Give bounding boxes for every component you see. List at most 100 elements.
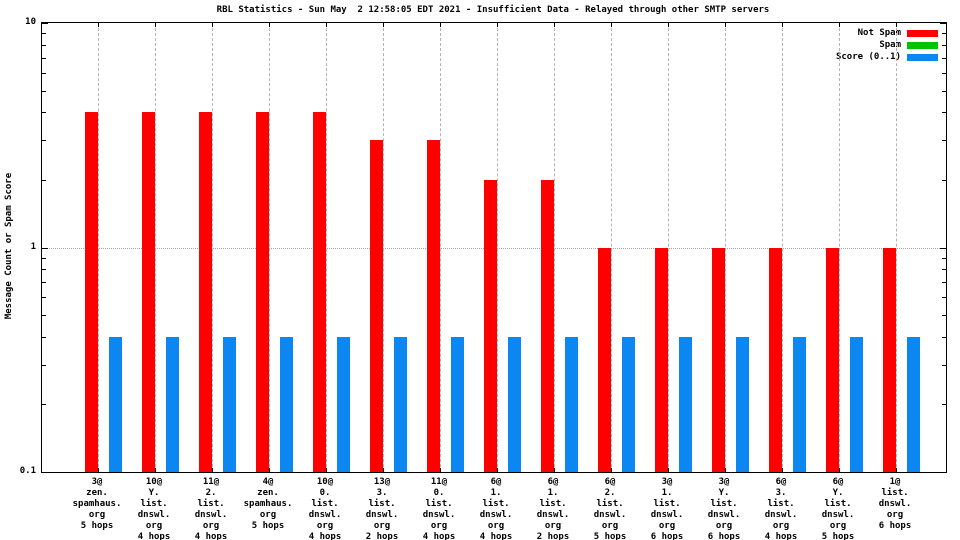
y-tick-left — [42, 282, 46, 283]
bar-score-0-1- — [565, 336, 578, 472]
y-tick-right — [942, 58, 946, 59]
x-tick-label-line: Y. — [832, 488, 844, 498]
vertical-gridline — [212, 23, 213, 472]
x-tick-label-line: 6 hops — [650, 532, 684, 540]
chart-title: RBL Statistics - Sun May 2 12:58:05 EDT … — [216, 5, 770, 15]
x-tick-top — [725, 23, 726, 27]
x-tick-label: 6@ 2. list. dnswl. org 5 hops — [575, 477, 645, 540]
y-tick-left — [42, 23, 48, 24]
bar-score-0-1- — [109, 336, 122, 472]
x-tick-label-line: org — [373, 521, 391, 531]
y-tick-right — [942, 297, 946, 298]
x-tick-label-line: list. — [482, 499, 510, 509]
bar-score-0-1- — [622, 336, 635, 472]
x-tick-top — [212, 23, 213, 27]
legend: Not Spam Spam Score (0..1) — [836, 27, 938, 63]
y-tick-left — [42, 297, 46, 298]
x-tick-label: 13@ 3. list. dnswl. org 2 hops — [347, 477, 417, 540]
x-tick-label-line: org — [829, 521, 847, 531]
y-tick-left — [42, 58, 46, 59]
x-tick-label-line: 6@ — [832, 477, 844, 487]
x-tick-label: 3@ Y. list. dnswl. org 6 hops — [689, 477, 759, 540]
x-tick-label-line: org — [259, 510, 277, 520]
bar-not-spam — [85, 112, 98, 472]
x-tick-label: 10@ 0. list. dnswl. org 4 hops — [290, 477, 360, 540]
x-tick-label-line: org — [544, 521, 562, 531]
x-tick-label-line: list. — [425, 499, 453, 509]
x-tick-bottom — [383, 468, 384, 472]
x-tick-bottom — [725, 468, 726, 472]
y-tick-label: 0.1 — [19, 466, 36, 476]
bar-not-spam — [541, 179, 554, 472]
x-tick-label-line: Y. — [718, 488, 730, 498]
x-tick-top — [782, 23, 783, 27]
x-tick-label-line: 11@ — [202, 477, 220, 487]
plot-area: Not Spam Spam Score (0..1) — [41, 22, 947, 473]
x-tick-label: 1@ list. dnswl. org 6 hops — [860, 477, 930, 532]
bar-score-0-1- — [223, 336, 236, 472]
y-tick-right — [942, 258, 946, 259]
vertical-gridline — [668, 23, 669, 472]
y-tick-left — [42, 248, 48, 249]
x-tick-top — [155, 23, 156, 27]
bar-score-0-1- — [793, 336, 806, 472]
x-tick-label-line: 4 hops — [308, 532, 342, 540]
y-tick-left — [42, 33, 46, 34]
y-tick-right — [942, 140, 946, 141]
x-tick-label-line: list. — [653, 499, 681, 509]
y-tick-right — [942, 282, 946, 283]
y-tick-right — [942, 404, 946, 405]
x-tick-label-line: dnswl. — [422, 510, 456, 520]
bar-score-0-1- — [850, 336, 863, 472]
y-tick-left — [42, 112, 46, 113]
vertical-gridline — [782, 23, 783, 472]
x-tick-label-line: 0. — [319, 488, 331, 498]
x-tick-label: 6@ 3. list. dnswl. org 4 hops — [746, 477, 816, 540]
x-tick-top — [383, 23, 384, 27]
bar-not-spam — [256, 112, 269, 472]
x-tick-label-line: org — [88, 510, 106, 520]
x-tick-top — [554, 23, 555, 27]
y-axis-tick-labels: 10 1 0.1 — [0, 17, 36, 476]
x-tick-top — [839, 23, 840, 27]
bar-not-spam — [883, 247, 896, 472]
x-tick-label-line: 1. — [547, 488, 559, 498]
x-tick-label-line: dnswl. — [878, 499, 912, 509]
vertical-gridline — [554, 23, 555, 472]
x-tick-bottom — [611, 468, 612, 472]
x-tick-label-line: list. — [368, 499, 396, 509]
y-tick-left — [42, 45, 46, 46]
x-tick-bottom — [839, 468, 840, 472]
y-tick-left — [42, 472, 48, 473]
x-tick-label-line: spamhaus. — [72, 499, 122, 509]
y-tick-right — [942, 365, 946, 366]
y-tick-right — [942, 315, 946, 316]
bar-not-spam — [199, 112, 212, 472]
vertical-gridline — [440, 23, 441, 472]
x-tick-label-line: list. — [197, 499, 225, 509]
x-tick-label-line: 1@ — [889, 477, 901, 487]
bar-score-0-1- — [394, 336, 407, 472]
y-tick-left — [42, 365, 46, 366]
x-tick-label-line: 4 hops — [137, 532, 171, 540]
vertical-gridline — [896, 23, 897, 472]
x-tick-label-line: list. — [824, 499, 852, 509]
x-tick-label-line: 3@ — [718, 477, 730, 487]
x-tick-bottom — [326, 468, 327, 472]
vertical-gridline — [98, 23, 99, 472]
vertical-gridline — [269, 23, 270, 472]
bar-not-spam — [484, 179, 497, 472]
x-tick-label-line: 6@ — [775, 477, 787, 487]
x-tick-label-line: 6@ — [490, 477, 502, 487]
y-tick-left — [42, 315, 46, 316]
legend-row: Score (0..1) — [836, 51, 938, 63]
bar-not-spam — [427, 140, 440, 472]
x-tick-label-line: dnswl. — [707, 510, 741, 520]
x-tick-label: 3@ 1. list. dnswl. org 6 hops — [632, 477, 702, 540]
x-tick-top — [440, 23, 441, 27]
x-tick-label-line: list. — [710, 499, 738, 509]
x-tick-bottom — [440, 468, 441, 472]
x-tick-bottom — [896, 468, 897, 472]
x-tick-top — [98, 23, 99, 27]
